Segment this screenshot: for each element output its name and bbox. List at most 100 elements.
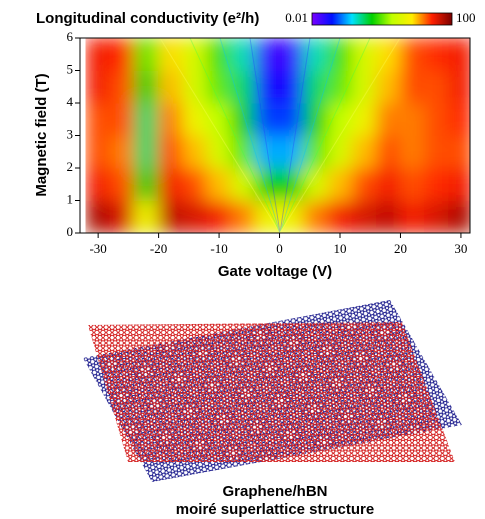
- chart-title: Longitudinal conductivity (e²/h): [36, 10, 259, 27]
- heatmap: [85, 38, 470, 233]
- heatmap-cell: [448, 167, 470, 201]
- heatmap-cell: [424, 38, 450, 71]
- x-axis-label: Gate voltage (V): [218, 263, 332, 280]
- heatmap-cell: [424, 102, 450, 136]
- heatmap-cell: [279, 38, 305, 71]
- heatmap-cell: [109, 200, 135, 233]
- heatmap-cell: [133, 167, 160, 201]
- heatmap-cell: [254, 38, 281, 71]
- heatmap-cell: [375, 200, 401, 233]
- heatmap-cell: [448, 200, 470, 233]
- heatmap-cell: [327, 70, 353, 104]
- y-tick-label: 6: [67, 29, 74, 44]
- x-tick-label: 20: [394, 241, 407, 256]
- heatmap-cell: [109, 135, 135, 169]
- heatmap-cell: [182, 70, 208, 104]
- heatmap-cell: [254, 70, 281, 104]
- heatmap-cell: [399, 102, 426, 136]
- fan-texture: [159, 38, 401, 233]
- heatmap-cell: [133, 38, 160, 71]
- x-tick-label: -10: [210, 241, 227, 256]
- y-tick-label: 0: [67, 224, 74, 239]
- heatmap-cell: [375, 38, 401, 71]
- x-tick-label: 0: [276, 241, 283, 256]
- heatmap-cell: [399, 135, 426, 169]
- heatmap-cell: [85, 38, 111, 71]
- heatmap-cell: [109, 102, 135, 136]
- heatmap-cell: [448, 135, 470, 169]
- heatmap-cell: [424, 70, 450, 104]
- heatmap-cell: [206, 135, 232, 169]
- colorbar-tick-label: 0.01: [285, 10, 308, 25]
- heatmap-cell: [85, 102, 111, 136]
- x-tick-label: -20: [150, 241, 167, 256]
- heatmap-cell: [230, 167, 256, 201]
- heatmap-cell: [399, 38, 426, 71]
- heatmap-cell: [206, 70, 232, 104]
- x-tick-label: -30: [89, 241, 106, 256]
- heatmap-cell: [230, 102, 256, 136]
- heatmap-cell: [206, 167, 232, 201]
- heatmap-cell: [424, 135, 450, 169]
- heatmap-cell: [85, 200, 111, 233]
- colorbar-tick-label: 100: [456, 10, 476, 25]
- heatmap-cell: [303, 167, 329, 201]
- heatmap-cell: [424, 200, 450, 233]
- heatmap-cell: [109, 70, 135, 104]
- heatmap-cell: [230, 135, 256, 169]
- heatmap-cell: [254, 200, 281, 233]
- y-tick-label: 3: [67, 126, 74, 141]
- heatmap-cell: [351, 70, 377, 104]
- heatmap-cell: [158, 200, 184, 233]
- y-tick-label: 1: [67, 191, 74, 206]
- heatmap-cell: [351, 38, 377, 71]
- heatmap-cell: [230, 200, 256, 233]
- heatmap-cell: [182, 102, 208, 136]
- heatmap-cell: [230, 38, 256, 71]
- graphene-lattice: [88, 322, 455, 462]
- heatmap-cell: [133, 200, 160, 233]
- heatmap-cell: [133, 70, 160, 104]
- heatmap-cell: [399, 200, 426, 233]
- heatmap-cell: [303, 135, 329, 169]
- y-axis-label: Magnetic field (T): [33, 73, 50, 196]
- heatmap-cells: [85, 38, 470, 233]
- heatmap-cell: [399, 167, 426, 201]
- heatmap-cell: [375, 70, 401, 104]
- heatmap-cell: [85, 167, 111, 201]
- heatmap-cell: [133, 102, 160, 136]
- heatmap-cell: [206, 200, 232, 233]
- heatmap-cell: [327, 102, 353, 136]
- moire-illustration: [83, 300, 462, 482]
- heatmap-cell: [303, 70, 329, 104]
- heatmap-cell: [254, 102, 281, 136]
- heatmap-cell: [85, 70, 111, 104]
- heatmap-cell: [133, 135, 160, 169]
- heatmap-cell: [254, 135, 281, 169]
- x-tick-label: 10: [334, 241, 347, 256]
- heatmap-cell: [158, 102, 184, 136]
- heatmap-cell: [158, 167, 184, 201]
- heatmap-cell: [279, 167, 305, 201]
- y-tick-label: 4: [67, 94, 74, 109]
- heatmap-cell: [182, 200, 208, 233]
- colorbar: [311, 12, 453, 26]
- heatmap-cell: [448, 70, 470, 104]
- heatmap-cell: [303, 102, 329, 136]
- heatmap-cell: [230, 70, 256, 104]
- heatmap-cell: [448, 38, 470, 71]
- heatmap-cell: [448, 102, 470, 136]
- heatmap-cell: [424, 167, 450, 201]
- heatmap-cell: [399, 70, 426, 104]
- heatmap-cell: [182, 38, 208, 71]
- heatmap-cell: [375, 102, 401, 136]
- heatmap-cell: [375, 135, 401, 169]
- heatmap-cell: [279, 102, 305, 136]
- heatmap-cell: [351, 167, 377, 201]
- heatmap-cell: [109, 167, 135, 201]
- caption-line: Graphene/hBN: [222, 483, 327, 500]
- heatmap-cell: [303, 38, 329, 71]
- heatmap-cell: [327, 200, 353, 233]
- heatmap-cell: [206, 102, 232, 136]
